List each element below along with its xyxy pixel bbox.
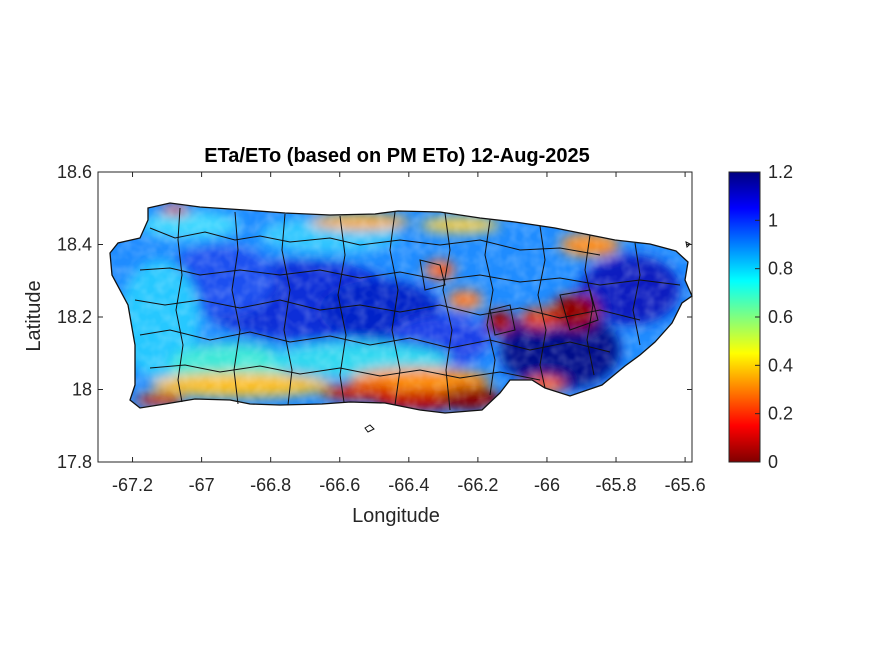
x-tick-label: -66: [534, 475, 560, 495]
x-axis-label: Longitude: [352, 505, 440, 527]
y-tick-label: 18.4: [57, 235, 92, 255]
eta-eto-heatmap: [110, 203, 692, 413]
colorbar-tick-label: 0.6: [768, 307, 793, 327]
x-tick-label: -66.4: [388, 475, 429, 495]
y-tick-label: 18: [72, 380, 92, 400]
colorbar-tick-label: 0.2: [768, 404, 793, 424]
y-tick-label: 18.2: [57, 307, 92, 327]
colorbar-tick-label: 0: [768, 452, 778, 472]
colorbar-tick-label: 1.2: [768, 162, 793, 182]
colorbar-ticks: 0 0.2 0.4 0.6 0.8 1 1.2: [755, 162, 793, 472]
y-axis-label: Latitude: [23, 280, 45, 351]
chart-title: ETa/ETo (based on PM ETo) 12-Aug-2025: [204, 145, 590, 167]
x-tick-label: -67.2: [112, 475, 153, 495]
y-axis-ticks: 17.8 18 18.2 18.4 18.6: [57, 162, 692, 472]
coastline: [109, 202, 693, 414]
x-axis-ticks: -67.2 -67 -66.8 -66.6 -66.4 -66.2 -66 -65.8 -65.…: [112, 172, 706, 495]
x-tick-label: -66.6: [319, 475, 360, 495]
municipality-boundaries: [109, 202, 693, 414]
colorbar: [728, 171, 761, 463]
y-tick-label: 18.6: [57, 162, 92, 182]
colorbar-tick-label: 0.8: [768, 259, 793, 279]
colorbar-tick-label: 1: [768, 210, 778, 230]
cayo-east: [685, 241, 691, 249]
y-tick-label: 17.8: [57, 452, 92, 472]
x-tick-label: -66.8: [250, 475, 291, 495]
colorbar-tick-label: 0.4: [768, 355, 793, 375]
x-tick-label: -67: [189, 475, 215, 495]
x-tick-label: -65.8: [596, 475, 637, 495]
x-tick-label: -66.2: [457, 475, 498, 495]
x-tick-label: -65.6: [665, 475, 706, 495]
caja-de-muertos-island: [364, 424, 375, 433]
